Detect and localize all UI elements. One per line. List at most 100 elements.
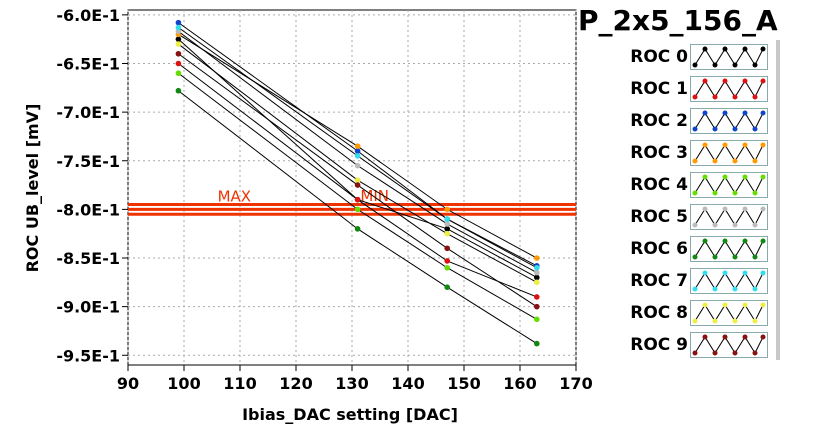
legend-marker-dot [732, 222, 738, 228]
legend-marker-dot [722, 110, 728, 116]
point-roc-5-3 [534, 269, 540, 276]
legend-item-roc-5: ROC 5 [606, 202, 776, 232]
legend-swatch-marker [692, 110, 766, 132]
legend-marker-dot [692, 62, 698, 68]
y-axis-ticks: -6.0E-1 -6.5E-1 -7.0E-1 -7.5E-1 -8.0E-1 -8.5E… [56, 6, 128, 365]
legend-marker-dot [722, 238, 728, 244]
legend-swatch [690, 300, 768, 326]
point-roc-8-3 [534, 279, 540, 286]
legend-zigzag [694, 176, 764, 195]
point-roc-2-1 [354, 148, 361, 154]
y-tick-label-7: -9.5E-1 [56, 346, 120, 365]
legend-marker-dot [722, 302, 728, 308]
legend-swatch-marker [692, 238, 766, 260]
legend-swatch [690, 204, 768, 230]
point-roc-8-2 [444, 230, 451, 237]
series-line-roc-5 [178, 30, 538, 274]
legend-marker-dot [742, 78, 748, 84]
point-roc-6-2 [444, 284, 451, 290]
legend-marker-dot [722, 78, 728, 84]
legend-marker-dot [722, 334, 728, 340]
plot-area: MAX MIN 90 100 110 120 130 140 150 160 170 -6.0E-… [23, 6, 593, 424]
legend-marker-dot [760, 142, 766, 148]
series-line-roc-9 [178, 53, 538, 308]
legend-marker-dot [760, 110, 766, 116]
legend-marker-dot [712, 126, 718, 132]
point-roc-9-1 [354, 182, 361, 188]
legend-marker-dot [702, 46, 708, 52]
legend-zigzag [694, 112, 764, 131]
legend-label: ROC 2 [630, 111, 688, 131]
legend-marker-dot [732, 286, 738, 292]
y-tick-label-1: -6.5E-1 [56, 54, 120, 73]
x-tick-label-3: 120 [279, 374, 312, 393]
x-tick-label-2: 110 [223, 374, 256, 393]
legend-swatch [690, 172, 768, 198]
legend-marker-dot [692, 94, 698, 100]
legend-zigzag [694, 240, 764, 259]
legend-marker-dot [732, 158, 738, 164]
legend-marker-dot [702, 110, 708, 116]
legend-item-roc-2: ROC 2 [606, 106, 776, 136]
legend-marker-dot [702, 334, 708, 340]
legend-marker-dot [752, 222, 758, 228]
x-axis-ticks: 90 100 110 120 130 140 150 160 170 [117, 365, 593, 393]
point-roc-6-3 [534, 340, 540, 347]
legend-marker-dot [760, 334, 766, 340]
legend-marker-dot [712, 318, 718, 324]
legend-marker-dot [712, 254, 718, 260]
legend-label: ROC 7 [630, 271, 688, 291]
legend-swatch [690, 268, 768, 294]
legend-label: ROC 6 [630, 239, 688, 259]
series-line-roc-3 [178, 33, 538, 259]
legend-marker-dot [702, 238, 708, 244]
legend-item-roc-9: ROC 9 [606, 330, 776, 360]
point-roc-7-1 [354, 153, 361, 159]
point-roc-9-2 [444, 245, 451, 252]
point-roc-4-2 [444, 264, 451, 271]
legend-marker-dot [742, 46, 748, 52]
legend-swatch [690, 236, 768, 262]
legend-marker-dot [712, 158, 718, 164]
point-roc-0-0 [175, 36, 182, 42]
legend-marker-dot [732, 62, 738, 68]
legend-zigzag [694, 208, 764, 227]
legend-item-roc-0: ROC 0 [606, 42, 776, 72]
legend-item-roc-4: ROC 4 [606, 170, 776, 200]
y-tick-label-0: -6.0E-1 [56, 6, 120, 25]
y-tick-label-3: -7.5E-1 [56, 152, 120, 171]
legend: ROC 0 ROC 1 ROC 2 ROC 3 ROC 4 ROC 5 ROC 6 ROC 7… [606, 40, 780, 360]
legend-swatch [690, 108, 768, 134]
legend-label: ROC 1 [630, 79, 688, 99]
legend-marker-dot [712, 350, 718, 356]
series-line-roc-7 [178, 27, 538, 269]
x-tick-label-8: 170 [559, 374, 592, 393]
legend-marker-dot [760, 78, 766, 84]
legend-swatch [690, 332, 768, 358]
x-tick-label-7: 160 [503, 374, 536, 393]
legend-marker-dot [760, 302, 766, 308]
series-group [175, 19, 540, 347]
legend-marker-dot [692, 158, 698, 164]
point-roc-4-0 [175, 70, 182, 77]
legend-marker-dot [742, 110, 748, 116]
point-roc-1-2 [444, 258, 451, 264]
legend-marker-dot [760, 206, 766, 212]
legend-marker-dot [722, 206, 728, 212]
legend-marker-dot [732, 350, 738, 356]
legend-item-roc-6: ROC 6 [606, 234, 776, 264]
point-roc-4-3 [534, 316, 540, 323]
legend-marker-dot [702, 302, 708, 308]
point-roc-3-2 [444, 206, 451, 213]
x-tick-label-0: 90 [117, 374, 139, 393]
legend-swatch-marker [692, 334, 766, 356]
y-tick-label-6: -9.0E-1 [56, 298, 120, 317]
legend-swatch-marker [692, 46, 766, 68]
legend-swatch-marker [692, 142, 766, 164]
legend-marker-dot [752, 318, 758, 324]
legend-marker-dot [712, 62, 718, 68]
legend-marker-dot [752, 350, 758, 356]
legend-marker-dot [752, 190, 758, 196]
legend-marker-dot [760, 174, 766, 180]
